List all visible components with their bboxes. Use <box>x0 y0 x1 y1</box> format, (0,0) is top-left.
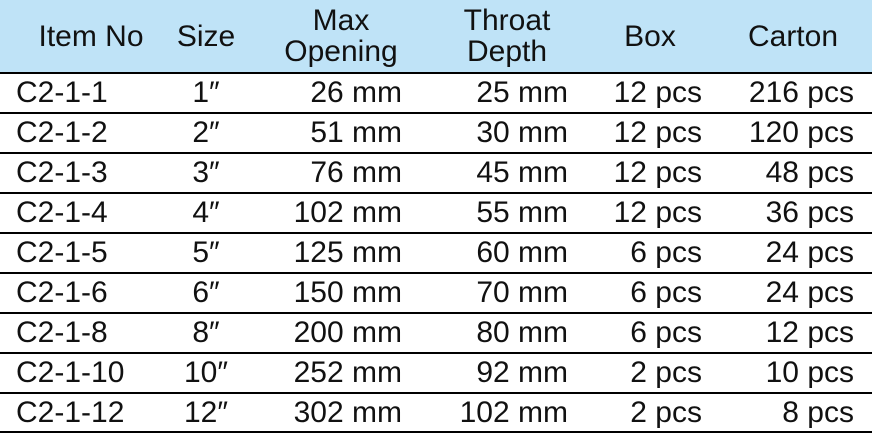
table-row: C2-1-8 8″ 200 mm 80 mm 6 pcs 12 pcs <box>0 314 872 354</box>
table-header: Item No Size Max Opening Throat Depth Bo… <box>0 0 872 74</box>
cell-throat-depth: 70 mm <box>476 276 568 309</box>
header-item-no: Item No <box>38 19 144 53</box>
cell-size: 3″ <box>192 156 220 189</box>
cell-throat-depth: 45 mm <box>476 156 568 189</box>
cell-max-opening: 150 mm <box>293 276 402 309</box>
cell-item-no: C2-1-4 <box>16 196 108 229</box>
cell-size: 10″ <box>184 356 228 389</box>
header-max-opening-line2: Opening <box>284 35 398 68</box>
cell-max-opening: 26 mm <box>310 76 402 109</box>
cell-box: 6 pcs <box>630 236 702 269</box>
table-row: C2-1-10 10″ 252 mm 92 mm 2 pcs 10 pcs <box>0 354 872 394</box>
header-throat-depth: Throat Depth <box>432 0 582 72</box>
cell-max-opening: 252 mm <box>293 356 402 389</box>
cell-throat-depth: 55 mm <box>476 196 568 229</box>
cell-throat-depth: 60 mm <box>476 236 568 269</box>
cell-carton: 12 pcs <box>765 316 854 349</box>
table-row: C2-1-6 6″ 150 mm 70 mm 6 pcs 24 pcs <box>0 274 872 314</box>
cell-item-no: C2-1-12 <box>16 396 125 429</box>
cell-throat-depth: 25 mm <box>476 76 568 109</box>
cell-size: 6″ <box>192 276 220 309</box>
cell-carton: 48 pcs <box>765 156 854 189</box>
cell-box: 6 pcs <box>630 276 702 309</box>
cell-max-opening: 51 mm <box>310 116 402 149</box>
header-throat-depth-line1: Throat <box>463 4 551 37</box>
cell-carton: 24 pcs <box>765 236 854 269</box>
table-row: C2-1-2 2″ 51 mm 30 mm 12 pcs 120 pcs <box>0 114 872 154</box>
table-row: C2-1-1 1″ 26 mm 25 mm 12 pcs 216 pcs <box>0 74 872 114</box>
header-size: Size <box>176 19 236 53</box>
cell-size: 8″ <box>192 316 220 349</box>
cell-size: 5″ <box>192 236 220 269</box>
cell-max-opening: 76 mm <box>310 156 402 189</box>
header-max-opening-line1: Max <box>312 4 370 37</box>
table-row: C2-1-5 5″ 125 mm 60 mm 6 pcs 24 pcs <box>0 234 872 274</box>
cell-throat-depth: 102 mm <box>459 396 568 429</box>
cell-carton: 120 pcs <box>748 116 854 149</box>
cell-carton: 24 pcs <box>765 276 854 309</box>
header-throat-depth-line2: Depth <box>466 35 548 68</box>
cell-item-no: C2-1-2 <box>16 116 108 149</box>
cell-throat-depth: 30 mm <box>476 116 568 149</box>
header-carton: Carton <box>747 19 839 53</box>
cell-item-no: C2-1-5 <box>16 236 108 269</box>
table-row: C2-1-12 12″ 302 mm 102 mm 2 pcs 8 pcs <box>0 394 872 433</box>
cell-max-opening: 200 mm <box>293 316 402 349</box>
table-row: C2-1-4 4″ 102 mm 55 mm 12 pcs 36 pcs <box>0 194 872 234</box>
cell-max-opening: 302 mm <box>293 396 402 429</box>
cell-box: 12 pcs <box>613 196 702 229</box>
cell-size: 2″ <box>192 116 220 149</box>
cell-carton: 8 pcs <box>782 396 854 429</box>
cell-carton: 36 pcs <box>765 196 854 229</box>
cell-size: 1″ <box>192 76 220 109</box>
cell-box: 2 pcs <box>630 396 702 429</box>
header-max-opening: Max Opening <box>266 0 416 72</box>
cell-item-no: C2-1-1 <box>16 76 108 109</box>
header-box: Box <box>624 19 676 53</box>
cell-carton: 10 pcs <box>765 356 854 389</box>
cell-item-no: C2-1-10 <box>16 356 125 389</box>
cell-size: 4″ <box>192 196 220 229</box>
cell-item-no: C2-1-6 <box>16 276 108 309</box>
cell-box: 12 pcs <box>613 156 702 189</box>
cell-max-opening: 125 mm <box>293 236 402 269</box>
cell-throat-depth: 80 mm <box>476 316 568 349</box>
cell-box: 6 pcs <box>630 316 702 349</box>
cell-size: 12″ <box>184 396 228 429</box>
cell-box: 12 pcs <box>613 76 702 109</box>
cell-box: 2 pcs <box>630 356 702 389</box>
cell-max-opening: 102 mm <box>293 196 402 229</box>
cell-box: 12 pcs <box>613 116 702 149</box>
cell-item-no: C2-1-8 <box>16 316 108 349</box>
cell-item-no: C2-1-3 <box>16 156 108 189</box>
cell-carton: 216 pcs <box>748 76 854 109</box>
table-row: C2-1-3 3″ 76 mm 45 mm 12 pcs 48 pcs <box>0 154 872 194</box>
cell-throat-depth: 92 mm <box>476 356 568 389</box>
